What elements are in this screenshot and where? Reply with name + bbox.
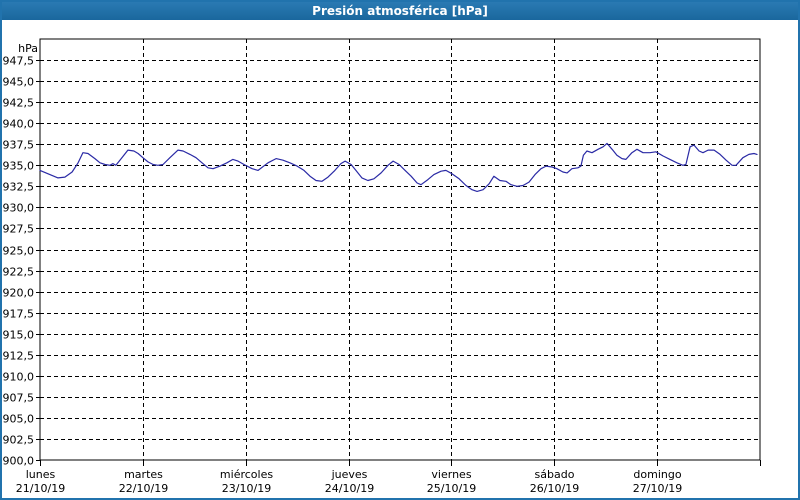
y-tick-label: 930,0 (3, 202, 35, 215)
y-tick-label: 917,5 (3, 308, 35, 321)
day-date-label: 21/10/19 (16, 482, 65, 495)
day-date-label: 27/10/19 (633, 482, 682, 495)
y-tick-label: 900,0 (3, 455, 35, 468)
y-tick-label: 945,0 (3, 76, 35, 89)
y-tick-label: 925,0 (3, 245, 35, 258)
pressure-polyline (39, 142, 758, 192)
y-tick-label: 932,5 (3, 181, 35, 194)
y-tick-label: 940,0 (3, 118, 35, 131)
pressure-chart: 947,5 945,0 942,5 940,0 937,5 935,0 932,5 930,0… (3, 38, 761, 495)
y-tick-label: 922,5 (3, 266, 35, 279)
y-tick-label: 920,0 (3, 287, 35, 300)
window-title: Presión atmosférica [hPa] (312, 4, 488, 18)
y-tick-label: 912,5 (3, 350, 35, 363)
y-tick-label: 915,0 (3, 329, 35, 342)
day-date-label: 26/10/19 (530, 482, 579, 495)
y-tick-label: 905,0 (3, 413, 35, 426)
day-name-label: martes (124, 468, 163, 481)
day-name-label: jueves (331, 468, 368, 481)
y-tick-label: 910,0 (3, 371, 35, 384)
day-name-label: lunes (26, 468, 56, 481)
day-date-label: 25/10/19 (427, 482, 476, 495)
y-tick-label: 927,5 (3, 223, 35, 236)
day-name-label: domingo (633, 468, 681, 481)
y-tick-label: 942,5 (3, 97, 35, 110)
y-tick-label: 937,5 (3, 139, 35, 152)
day-name-label: sábado (535, 468, 575, 481)
y-tick-label: 907,5 (3, 392, 35, 405)
plot-border (39, 38, 761, 461)
window-title-bar: Presión atmosférica [hPa] (2, 2, 798, 20)
y-tick-label: 947,5 (3, 55, 35, 68)
day-name-label: miércoles (220, 468, 273, 481)
day-date-label: 22/10/19 (119, 482, 168, 495)
y-tick-label: 902,5 (3, 434, 35, 447)
y-axis-unit-label: hPa (18, 42, 38, 55)
day-date-label: 23/10/19 (222, 482, 271, 495)
y-tick-label: 935,0 (3, 160, 35, 173)
day-name-label: viernes (431, 468, 471, 481)
day-date-label: 24/10/19 (325, 482, 374, 495)
